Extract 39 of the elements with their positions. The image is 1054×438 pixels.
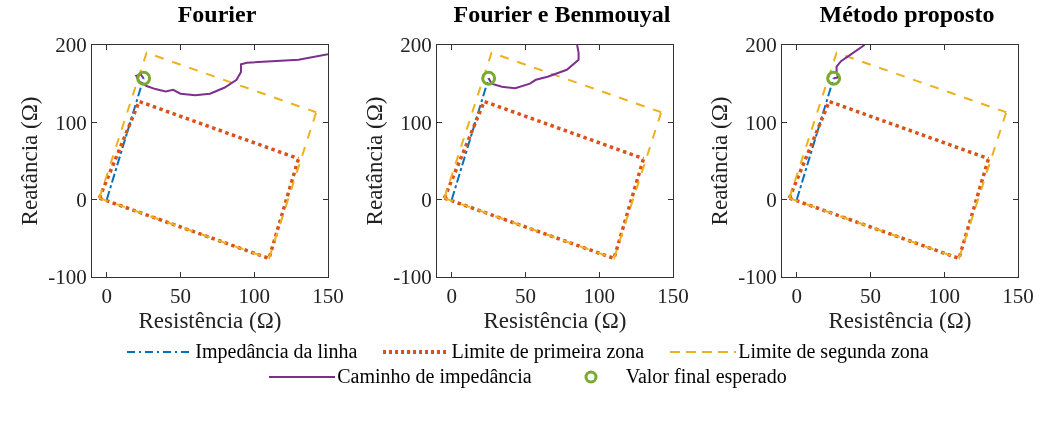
chart-title: Fourier xyxy=(177,0,257,27)
y-axis-title: Reatância (Ω) xyxy=(361,96,387,226)
legend-label: Limite de segunda zona xyxy=(738,340,929,363)
y-axis-title: Reatância (Ω) xyxy=(16,96,42,226)
x-tick-label: 150 xyxy=(312,284,344,309)
x-tick-label: 0 xyxy=(101,284,112,309)
x-tick-label: 100 xyxy=(583,284,615,309)
legend-label: Caminho de impedância xyxy=(337,365,532,388)
chart-title: Método proposto xyxy=(819,0,995,27)
legend-label: Impedância da linha xyxy=(195,340,358,363)
y-tick-label: 200 xyxy=(55,33,87,58)
x-axis-title: Resistência (Ω) xyxy=(138,308,282,334)
x-tick-label: 150 xyxy=(1002,284,1034,309)
x-tick-label: 100 xyxy=(238,284,270,309)
y-tick-label: 100 xyxy=(745,110,777,135)
y-tick-label: 100 xyxy=(55,110,87,135)
x-tick-label: 100 xyxy=(928,284,960,309)
y-axis-title: Reatância (Ω) xyxy=(706,96,732,226)
x-axis-title: Resistência (Ω) xyxy=(483,308,627,334)
y-tick-label: 200 xyxy=(400,33,432,58)
y-tick-label: -100 xyxy=(738,265,777,290)
legend-label: Valor final esperado xyxy=(625,365,787,388)
x-tick-label: 50 xyxy=(860,284,881,309)
y-tick-label: 0 xyxy=(76,188,87,213)
chart-title: Fourier e Benmouyal xyxy=(453,0,671,27)
y-tick-label: 100 xyxy=(400,110,432,135)
x-tick-label: 50 xyxy=(515,284,536,309)
y-tick-label: -100 xyxy=(48,265,87,290)
y-tick-label: -100 xyxy=(393,265,432,290)
legend-label: Limite de primeira zona xyxy=(451,340,645,363)
y-tick-label: 200 xyxy=(745,33,777,58)
y-tick-label: 0 xyxy=(421,188,432,213)
x-tick-label: 0 xyxy=(446,284,457,309)
x-tick-label: 150 xyxy=(657,284,689,309)
x-axis-title: Resistência (Ω) xyxy=(828,308,972,334)
x-tick-label: 50 xyxy=(170,284,191,309)
line-series xyxy=(135,53,328,97)
x-tick-label: 0 xyxy=(791,284,802,309)
y-tick-label: 0 xyxy=(766,188,777,213)
